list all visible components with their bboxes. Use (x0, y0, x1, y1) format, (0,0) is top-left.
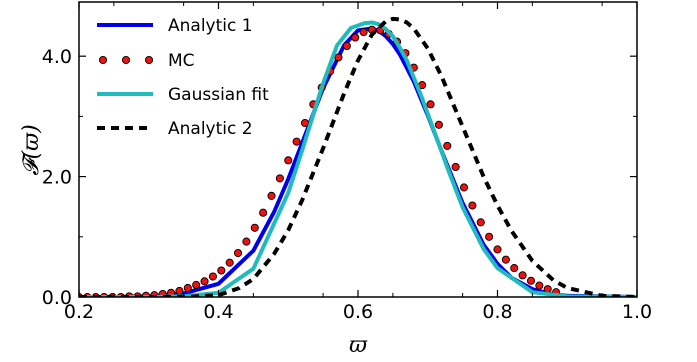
mc-point (225, 258, 234, 267)
legend-entry-mc: MC (98, 51, 195, 71)
mc-point (242, 237, 251, 246)
legend-entry-gaussian-fit: Gaussian fit (97, 85, 269, 105)
mc-point (451, 162, 460, 172)
legend-marker (144, 55, 154, 65)
x-tick-label: 0.6 (343, 301, 373, 323)
x-tick-label: 0.8 (482, 301, 512, 323)
legend-label: Analytic 1 (168, 16, 253, 36)
mc-point (535, 281, 544, 290)
y-axis-label: 𝓕(ϖ) (19, 124, 44, 175)
mc-point (459, 183, 469, 192)
mc-point (426, 100, 435, 109)
mc-point (476, 218, 485, 227)
x-axis-label: ϖ (349, 333, 368, 358)
y-tick-label: 4.0 (42, 46, 72, 68)
mc-point (510, 264, 519, 273)
mc-point (359, 28, 368, 37)
plot-frame (78, 1, 638, 298)
mc-point (342, 41, 351, 51)
mc-point (175, 286, 184, 296)
series-gaussian-fit-line (79, 20, 637, 297)
mc-point (217, 266, 226, 275)
mc-point (259, 208, 268, 217)
legend-marker (121, 55, 131, 65)
y-tick-label: 2.0 (42, 167, 72, 189)
legend-entry-analytic-2: Analytic 2 (97, 119, 253, 139)
legend: Analytic 1 MC Gaussian fit Analytic 2 (97, 16, 269, 139)
mc-point (275, 174, 284, 183)
mc-point (501, 255, 510, 264)
legend-label: Analytic 2 (168, 119, 253, 139)
mc-point (250, 223, 259, 232)
x-tick-label: 0.4 (203, 301, 233, 323)
mc-point (443, 141, 452, 150)
mc-point (351, 33, 360, 42)
mc-point (208, 272, 217, 281)
mc-point (434, 120, 443, 129)
series-analytic-2-line (79, 16, 637, 297)
mc-point (493, 245, 502, 254)
ticks-layer: 0.2 0.4 0.6 0.8 1.0 0.0 2.0 4.0 (42, 2, 652, 323)
series-analytic-1-line (79, 26, 637, 297)
legend-entry-analytic-1: Analytic 1 (97, 16, 253, 36)
mc-point (284, 156, 293, 165)
mc-point (485, 232, 494, 241)
legend-label: Gaussian fit (168, 85, 269, 105)
legend-label: MC (168, 51, 195, 71)
mc-point (518, 271, 527, 280)
mc-point (267, 191, 276, 200)
series-layer (79, 16, 637, 297)
legend-marker (98, 55, 108, 65)
mc-point (468, 201, 477, 210)
mc-point (334, 53, 343, 62)
x-tick-label: 1.0 (622, 301, 652, 323)
mc-point (183, 283, 192, 293)
mc-point (192, 280, 201, 290)
mc-point (543, 285, 552, 294)
y-tick-label: 0.0 (42, 287, 72, 309)
x-tick-label: 0.2 (64, 301, 94, 323)
mc-point (292, 137, 301, 146)
mc-point (526, 276, 536, 285)
mc-point (233, 248, 243, 258)
mc-point (200, 277, 209, 286)
mc-point (300, 118, 310, 128)
